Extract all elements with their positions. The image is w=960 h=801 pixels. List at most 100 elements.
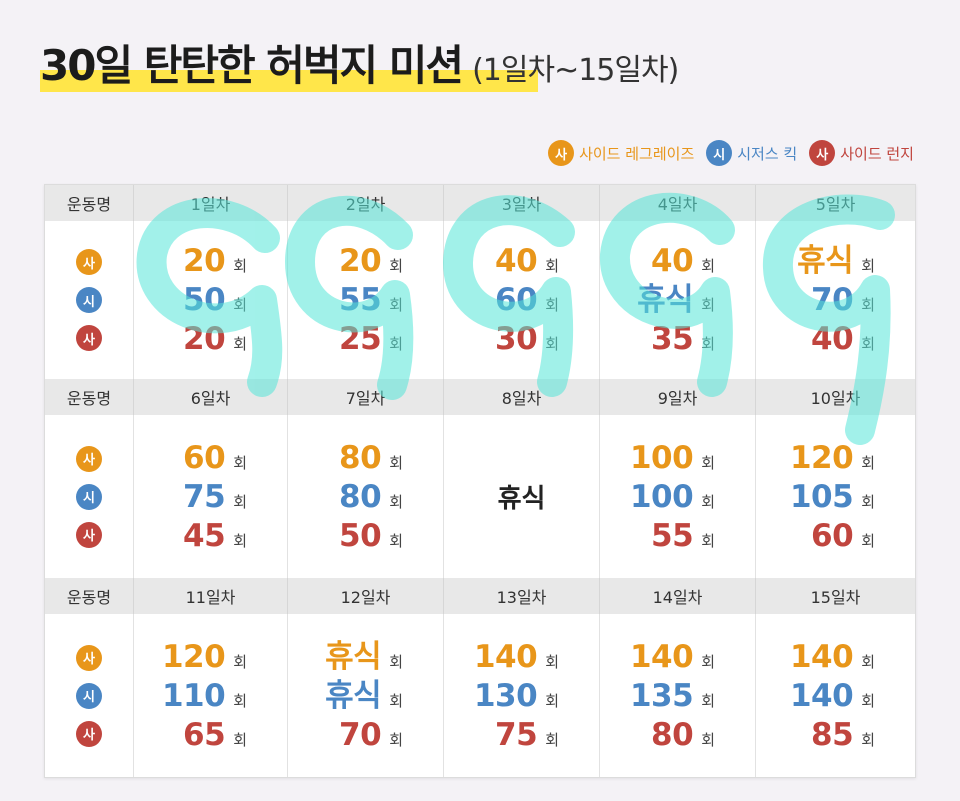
rep-count: 휴식 xyxy=(637,282,694,318)
exercise-badge: 사 xyxy=(76,521,102,548)
rep-row: 20 회 xyxy=(183,242,247,280)
header-exercise-name: 운동명 xyxy=(45,379,133,415)
rep-row: 120 회 xyxy=(790,439,875,477)
rep-row: 65 회 xyxy=(183,716,247,754)
rep-row: 55 회 xyxy=(339,281,403,319)
exercise-badge: 시 xyxy=(76,483,102,510)
day-header: 8일차 xyxy=(443,379,599,415)
day-cell: 20 회 50 회 20 회 xyxy=(133,221,287,379)
rep-unit: 회 xyxy=(701,730,715,749)
day-header: 7일차 xyxy=(287,379,443,415)
day-cell: 140 회 140 회 85 회 xyxy=(755,614,915,777)
rep-row: 60 회 xyxy=(183,439,247,477)
rep-row: 20 회 xyxy=(339,242,403,280)
rep-unit: 회 xyxy=(233,691,247,710)
rep-unit: 회 xyxy=(233,730,247,749)
rep-row: 45 회 xyxy=(183,517,247,555)
rep-row: 105 회 xyxy=(790,478,875,516)
rep-unit: 회 xyxy=(545,335,559,353)
rep-unit: 회 xyxy=(701,531,715,550)
exercise-badge: 사 xyxy=(76,720,102,747)
rep-unit: 회 xyxy=(389,652,403,671)
rep-count: 85 xyxy=(811,716,854,753)
rep-row: 110 회 xyxy=(162,677,247,715)
rep-unit: 회 xyxy=(233,531,247,550)
rep-unit: 회 xyxy=(701,652,715,671)
rep-unit: 회 xyxy=(389,531,403,550)
rep-count: 105 xyxy=(789,478,854,515)
rep-count: 40 xyxy=(811,321,854,357)
rep-row: 25 회 xyxy=(339,320,403,358)
rep-count: 20 xyxy=(183,321,226,357)
rep-unit: 회 xyxy=(233,296,247,314)
workout-schedule-table: 운동명 1일차 2일차 3일차 4일차 5일차 사 시 사 20 회 50 회 20 회 20 회 55 회 25 회 4… xyxy=(44,184,916,778)
legend-badge-blue: 시 xyxy=(706,140,733,166)
rep-unit: 회 xyxy=(233,453,247,472)
rep-row: 80 회 xyxy=(339,478,403,516)
day-header: 9일차 xyxy=(599,379,755,415)
rep-row: 30 회 xyxy=(495,320,559,358)
day-header: 5일차 xyxy=(755,185,915,221)
header-exercise-name: 운동명 xyxy=(45,578,133,614)
exercise-badge: 사 xyxy=(76,445,102,472)
rep-unit: 회 xyxy=(701,296,715,314)
rep-count: 20 xyxy=(339,243,382,279)
rep-row: 휴식 회 xyxy=(325,677,403,715)
rep-count: 140 xyxy=(473,638,538,675)
rep-unit: 회 xyxy=(701,492,715,511)
rep-unit: 회 xyxy=(861,730,875,749)
rep-count: 100 xyxy=(629,439,694,476)
rep-unit: 회 xyxy=(545,730,559,749)
rep-count: 휴식 xyxy=(325,677,382,714)
day-cell: 휴식 회 70 회 40 회 xyxy=(755,221,915,379)
rep-row: 140 회 xyxy=(474,638,559,676)
rep-row: 휴식 회 xyxy=(325,638,403,676)
legend-badge-red: 사 xyxy=(809,140,836,166)
rep-count: 50 xyxy=(183,282,226,318)
rep-row: 80 회 xyxy=(339,439,403,477)
rep-unit: 회 xyxy=(861,296,875,314)
day-cell: 휴식 회 휴식 회 70 회 xyxy=(287,614,443,777)
rep-unit: 회 xyxy=(861,453,875,472)
rep-unit: 회 xyxy=(233,335,247,353)
rep-row: 135 회 xyxy=(630,677,715,715)
rep-unit: 회 xyxy=(701,335,715,353)
rep-row: 80 회 xyxy=(651,716,715,754)
rep-row: 140 회 xyxy=(630,638,715,676)
day-header: 12일차 xyxy=(287,578,443,614)
rep-row: 50 회 xyxy=(183,281,247,319)
day-header: 15일차 xyxy=(755,578,915,614)
rep-row: 40 회 xyxy=(495,242,559,280)
day-cell: 120 회 110 회 65 회 xyxy=(133,614,287,777)
rep-row: 20 회 xyxy=(183,320,247,358)
rep-count: 80 xyxy=(339,478,382,515)
legend-label: 사이드 레그레이즈 xyxy=(579,144,695,163)
rep-count: 25 xyxy=(339,321,382,357)
day-header: 1일차 xyxy=(133,185,287,221)
rep-count: 60 xyxy=(811,517,854,554)
title-main: 30일 탄탄한 허벅지 미션 xyxy=(40,41,464,90)
day-header: 4일차 xyxy=(599,185,755,221)
rep-count: 60 xyxy=(495,282,538,318)
exercise-badge: 시 xyxy=(76,682,102,709)
exercise-badge: 시 xyxy=(76,287,102,313)
rep-count: 60 xyxy=(183,439,226,476)
rep-row: 100 회 xyxy=(630,478,715,516)
rep-unit: 회 xyxy=(861,691,875,710)
day-header: 2일차 xyxy=(287,185,443,221)
rep-count: 140 xyxy=(629,638,694,675)
title-highlight xyxy=(40,70,538,92)
rep-count: 120 xyxy=(161,638,226,675)
day-cell: 140 회 130 회 75 회 xyxy=(443,614,599,777)
rep-unit: 회 xyxy=(545,296,559,314)
rep-count: 55 xyxy=(651,517,694,554)
legend-label: 시저스 킥 xyxy=(737,144,798,163)
rep-row: 75 회 xyxy=(495,716,559,754)
rep-count: 100 xyxy=(629,478,694,515)
exercise-badge: 사 xyxy=(76,325,102,351)
rep-count: 50 xyxy=(339,517,382,554)
legend-item-scissors-kick: 시 시저스 킥 xyxy=(706,140,797,166)
rep-unit: 회 xyxy=(545,652,559,671)
